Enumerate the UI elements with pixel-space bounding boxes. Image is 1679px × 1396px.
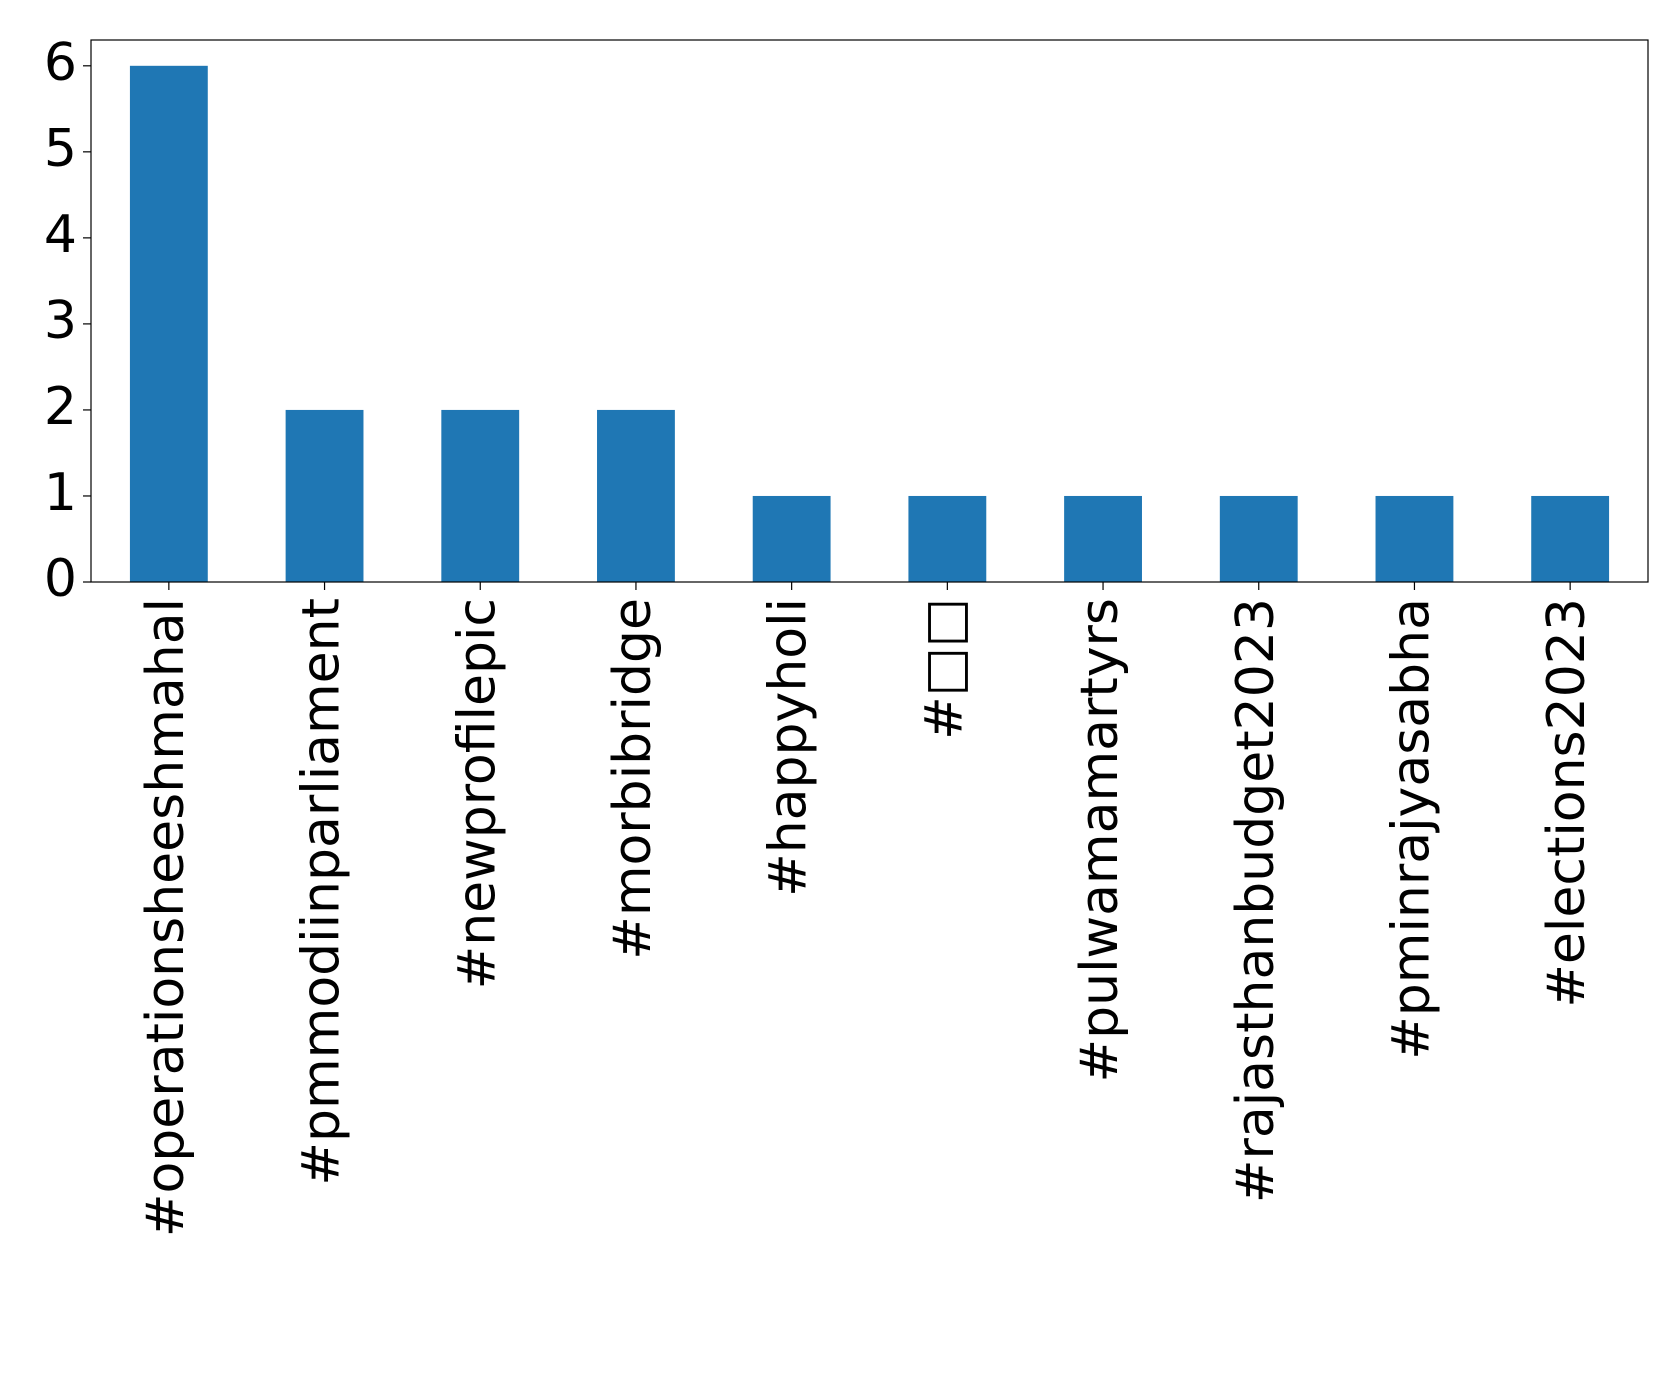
y-tick-label: 0 (44, 549, 77, 609)
y-tick-label: 2 (44, 377, 77, 437)
bar (1375, 495, 1454, 582)
y-tick-label: 5 (44, 119, 77, 179)
x-tick-label: #happyholi (759, 598, 819, 897)
y-tick-label: 3 (44, 291, 77, 351)
x-tick-label: #newprofilepic (447, 598, 507, 989)
x-tick-label: #elections2023 (1537, 598, 1597, 1008)
x-tick-label: #pulwamamartyrs (1070, 598, 1130, 1082)
bar (597, 409, 675, 582)
x-tick-label: #morbibridge (603, 598, 663, 960)
bar (441, 409, 520, 582)
y-tick-label: 6 (44, 33, 77, 93)
x-tick-label: #rajasthanbudget2023 (1226, 598, 1286, 1203)
plot-frame (90, 39, 1649, 583)
y-tick-label: 4 (44, 205, 77, 265)
y-tick-label: 1 (44, 463, 77, 523)
bar (752, 495, 831, 582)
bar (1531, 495, 1610, 582)
x-tick-label: #pmmodiinparliament (292, 598, 352, 1186)
x-tick-label: #□□ (914, 598, 974, 740)
bar (1219, 495, 1298, 582)
bar (285, 409, 364, 582)
x-tick-label: #operationsheeshmahal (136, 598, 196, 1237)
bar (908, 495, 987, 582)
x-tick-label: #pminrajyasabha (1381, 598, 1441, 1060)
bar (129, 65, 208, 583)
bar (1064, 495, 1142, 582)
